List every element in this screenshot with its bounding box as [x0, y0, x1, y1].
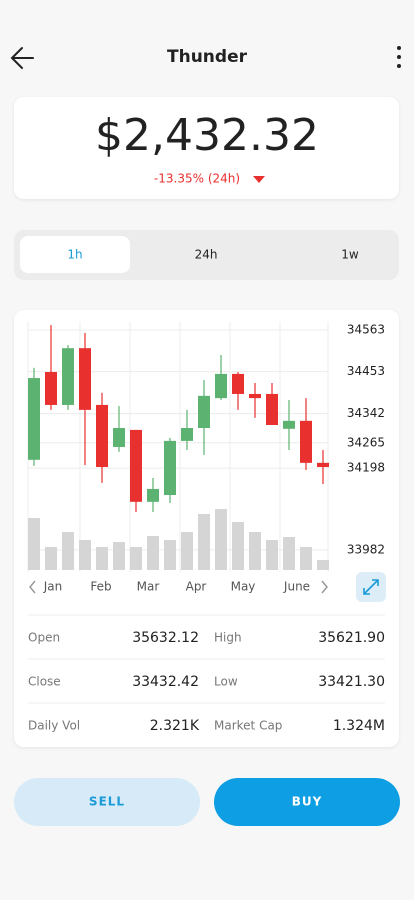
stat-value: 1.324M	[333, 718, 385, 734]
volume-bar	[266, 540, 278, 570]
stat-value: 33421.30	[318, 674, 385, 690]
volume-bar	[113, 542, 125, 570]
volume-bar	[283, 537, 295, 570]
candle-body	[62, 348, 74, 405]
y-tick-label: 34265	[347, 435, 385, 449]
candle-body	[317, 462, 329, 468]
y-tick-label: 33982	[347, 542, 385, 556]
volume-bar	[62, 532, 74, 570]
y-tick-label: 34563	[347, 323, 385, 337]
candle-body	[45, 372, 57, 405]
stat-label: Market Cap	[214, 719, 282, 733]
stat-label: Low	[214, 675, 238, 689]
y-tick-label: 34198	[347, 461, 385, 475]
sell-label[interactable]: SELL	[89, 795, 125, 809]
price: $2,432.32	[95, 110, 319, 161]
x-tick-label: Apr	[186, 580, 207, 594]
volume-bar	[232, 522, 244, 570]
y-tick-label: 34453	[347, 364, 385, 378]
stat-label: High	[214, 631, 242, 645]
active-tab[interactable]	[20, 236, 130, 273]
x-tick-label: Mar	[137, 580, 160, 594]
stat-label: Daily Vol	[28, 719, 80, 733]
volume-bar	[147, 536, 159, 570]
expand-button[interactable]	[356, 572, 386, 602]
volume-bar	[28, 518, 40, 570]
volume-bar	[45, 547, 57, 570]
volume-bar	[181, 532, 193, 570]
separators	[28, 614, 385, 704]
volume-bar	[215, 509, 227, 570]
tab[interactable]: 24h	[195, 248, 218, 262]
volume-bar	[164, 540, 176, 570]
volume-bar	[300, 547, 312, 570]
price-change: -13.35% (24h)	[154, 172, 240, 186]
stat-value: 35632.12	[132, 630, 199, 646]
stat-value: 2.321K	[150, 718, 200, 734]
candle-body	[113, 428, 125, 447]
candle-body	[181, 428, 193, 441]
tab[interactable]: 1h	[67, 248, 82, 262]
candle-body	[300, 420, 312, 463]
volume-bar	[79, 540, 91, 570]
x-tick-label: June	[283, 580, 310, 594]
x-tick-label: May	[231, 580, 256, 594]
candle-body	[249, 393, 261, 399]
stat-label: Close	[28, 675, 61, 689]
volume-bar	[130, 547, 142, 570]
buy-label[interactable]: BUY	[292, 795, 323, 809]
next-arrow[interactable]	[321, 580, 328, 594]
back-button[interactable]	[10, 47, 34, 69]
candle-body	[79, 348, 91, 410]
stat-value: 35621.90	[318, 630, 385, 646]
candle-body	[96, 404, 108, 468]
sell-button[interactable]	[14, 778, 200, 826]
candle-body	[232, 373, 244, 394]
candle-body	[266, 393, 278, 425]
candle-body	[164, 440, 176, 496]
candle-body	[198, 395, 210, 429]
y-tick-label: 34342	[347, 406, 385, 420]
buy-button[interactable]	[214, 778, 400, 826]
tab[interactable]: 1w	[341, 248, 359, 262]
header-title: Thunder	[167, 47, 248, 67]
volume-bar	[198, 514, 210, 570]
menu-button[interactable]	[397, 46, 401, 68]
candle-body	[130, 429, 142, 502]
price-card	[14, 97, 399, 199]
stat-label: Open	[28, 631, 60, 645]
volume-bar	[96, 547, 108, 570]
candle-body	[147, 488, 159, 502]
volume-bar	[317, 560, 329, 570]
candle-body	[215, 373, 227, 399]
down-caret	[253, 176, 265, 183]
x-tick-label: Jan	[43, 580, 63, 594]
candle-body	[28, 378, 40, 460]
plot: 34563 34453 34342 34265 34198 33982 Jan Feb Mar A…	[28, 323, 385, 594]
stat-value: 33432.42	[132, 674, 199, 690]
stats: Open 35632.12 High 35621.90 Close 33432.42 Low…	[28, 630, 385, 734]
candle-body	[283, 420, 295, 429]
x-tick-label: Feb	[90, 580, 111, 594]
prev-arrow[interactable]	[29, 580, 36, 594]
volume-bar	[249, 532, 261, 570]
